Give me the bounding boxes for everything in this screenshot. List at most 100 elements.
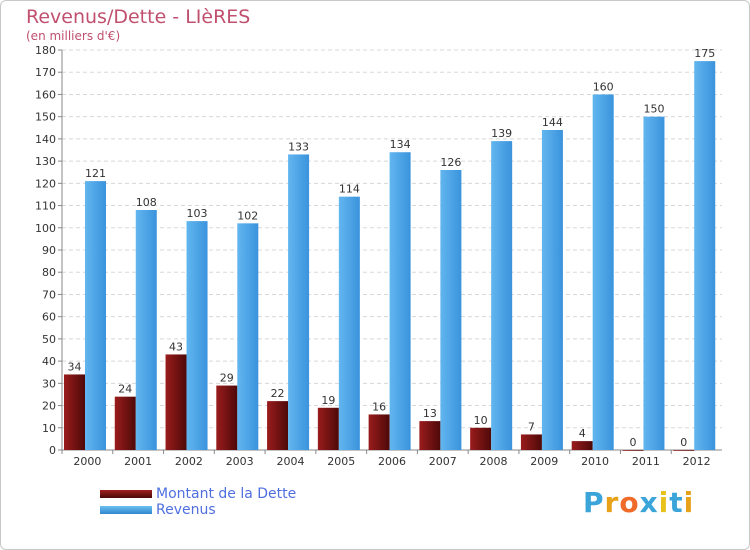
y-tick-label: 120 — [35, 177, 56, 190]
bar-revenue — [389, 152, 411, 450]
y-tick-label: 60 — [42, 311, 56, 324]
logo-letter: i — [658, 486, 670, 519]
logo-letter: t — [669, 486, 684, 519]
logo-letter: o — [619, 486, 640, 519]
bar-debt — [470, 427, 492, 450]
proxiti-logo: Proxiti — [583, 486, 694, 519]
bar-revenue — [338, 196, 360, 450]
data-label-revenue: 103 — [187, 207, 208, 220]
y-tick-label: 10 — [42, 422, 56, 435]
bar-debt — [368, 414, 390, 450]
data-label-debt: 0 — [629, 436, 636, 449]
y-tick-label: 160 — [35, 88, 56, 101]
data-label-revenue: 150 — [643, 103, 664, 116]
bar-revenue — [237, 223, 259, 450]
y-tick-label: 180 — [35, 44, 56, 57]
y-tick-label: 80 — [42, 266, 56, 279]
bar-debt — [165, 354, 187, 450]
data-label-revenue: 108 — [136, 196, 157, 209]
x-tick-label: 2009 — [530, 455, 558, 468]
bar-revenue — [541, 130, 563, 450]
y-tick-label: 20 — [42, 400, 56, 413]
data-label-debt: 7 — [528, 420, 535, 433]
legend-label-revenue: Revenus — [156, 502, 216, 518]
bar-revenue — [288, 154, 310, 450]
y-tick-label: 100 — [35, 222, 56, 235]
x-tick-label: 2000 — [73, 455, 101, 468]
data-label-revenue: 160 — [593, 80, 614, 93]
bar-debt — [673, 450, 695, 451]
chart-subtitle: (en milliers d'€) — [26, 29, 121, 43]
x-tick-label: 2008 — [480, 455, 508, 468]
data-label-debt: 29 — [220, 372, 234, 385]
legend-swatch-debt — [100, 490, 152, 498]
data-label-revenue: 102 — [237, 209, 258, 222]
legend-swatch-revenue — [100, 506, 152, 514]
bar-revenue — [186, 221, 208, 450]
data-label-debt: 0 — [680, 436, 687, 449]
y-tick-label: 30 — [42, 377, 56, 390]
y-tick-label: 70 — [42, 288, 56, 301]
data-label-revenue: 139 — [491, 127, 512, 140]
logo-letter: r — [604, 486, 620, 519]
data-label-debt: 19 — [321, 394, 335, 407]
bar-debt — [520, 434, 542, 450]
chart-title: Revenus/Dette - LIèRES — [26, 6, 251, 28]
bar-revenue — [643, 116, 665, 451]
data-label-debt: 16 — [372, 400, 386, 413]
data-label-revenue: 175 — [694, 47, 715, 60]
data-label-revenue: 144 — [542, 116, 563, 129]
x-tick-label: 2001 — [124, 455, 152, 468]
x-tick-label: 2006 — [378, 455, 406, 468]
data-label-revenue: 114 — [339, 183, 360, 196]
x-tick-label: 2002 — [175, 455, 203, 468]
x-tick-label: 2011 — [632, 455, 660, 468]
bar-debt — [571, 441, 593, 450]
bar-revenue — [135, 210, 157, 450]
y-tick-label: 130 — [35, 155, 56, 168]
data-label-debt: 22 — [271, 387, 285, 400]
y-tick-label: 170 — [35, 66, 56, 79]
bar-debt — [114, 396, 136, 450]
y-tick-label: 110 — [35, 200, 56, 213]
logo-letter: P — [583, 486, 605, 519]
y-tick-label: 50 — [42, 333, 56, 346]
data-label-revenue: 121 — [85, 167, 106, 180]
bar-debt — [317, 407, 339, 450]
bar-debt — [64, 374, 85, 450]
bar-debt — [622, 450, 644, 451]
bar-debt — [216, 385, 238, 450]
y-tick-label: 140 — [35, 133, 56, 146]
x-tick-label: 2005 — [327, 455, 355, 468]
x-tick-label: 2007 — [429, 455, 457, 468]
bar-revenue — [491, 141, 513, 450]
y-tick-label: 0 — [49, 444, 56, 457]
data-label-debt: 34 — [68, 360, 82, 373]
logo-letter: i — [683, 486, 695, 519]
bar-debt — [419, 421, 441, 450]
x-tick-label: 2003 — [226, 455, 254, 468]
y-tick-label: 40 — [42, 355, 56, 368]
bar-revenue — [592, 94, 614, 450]
legend-label-debt: Montant de la Dette — [156, 486, 297, 502]
data-label-revenue: 126 — [440, 156, 461, 169]
bar-debt — [267, 401, 289, 450]
data-label-debt: 10 — [474, 414, 488, 427]
data-label-revenue: 133 — [288, 140, 309, 153]
data-label-revenue: 134 — [390, 138, 411, 151]
y-tick-label: 150 — [35, 111, 56, 124]
data-label-debt: 13 — [423, 407, 437, 420]
x-tick-label: 2012 — [683, 455, 711, 468]
bar-revenue — [440, 170, 462, 450]
y-tick-label: 90 — [42, 244, 56, 257]
bar-revenue — [694, 61, 716, 450]
data-label-debt: 4 — [579, 427, 586, 440]
bar-revenue — [85, 181, 106, 450]
data-label-debt: 43 — [169, 340, 183, 353]
x-tick-label: 2004 — [276, 455, 304, 468]
logo-letter: x — [639, 486, 659, 519]
x-tick-label: 2010 — [581, 455, 609, 468]
data-label-debt: 24 — [118, 383, 132, 396]
